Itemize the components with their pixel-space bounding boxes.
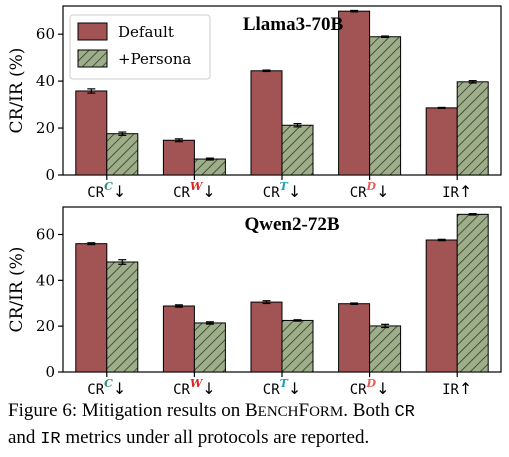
caption-and: and [8,427,41,448]
x-tick-superscript: T [280,180,289,193]
caption-bench-f: F [298,400,310,421]
y-tick-label: 60 [36,226,55,244]
x-tick-superscript: T [280,377,289,390]
x-tick-superscript: W [190,377,204,390]
caption-tail: metrics under all protocols are reported… [60,427,370,448]
figure-caption: Figure 6: Mitigation results on BENCHFOR… [8,398,506,452]
x-tick-base: CR [350,382,367,398]
x-tick-arrow: ↑ [459,379,472,398]
y-axis-label: CR/IR (%) [7,48,27,134]
x-tick-arrow: ↓ [202,379,215,398]
x-tick-label: CRC↓ [87,377,126,398]
x-tick-base: IR [442,382,459,398]
caption-bench-rest2: ORM [309,404,344,420]
bar-persona-4 [369,325,402,373]
x-tick-base: CR [87,185,104,201]
x-tick-label: CRC↓ [87,180,126,201]
x-tick-arrow: ↓ [113,379,126,398]
bar-persona-3 [281,124,314,176]
y-tick-label: 60 [36,25,55,43]
caption-mid: . Both [343,400,395,421]
caption-bench-b: B [244,400,258,421]
bar-persona-5 [456,213,489,373]
bar-default-3 [250,70,283,176]
bar-persona-5 [456,81,489,176]
x-tick-label: CRW↓ [173,377,216,398]
bar-default-5 [425,239,458,373]
legend-label: +Persona [118,50,191,68]
x-tick-arrow: ↓ [376,182,389,201]
x-tick-base: CR [350,185,367,201]
x-tick-base: CR [263,185,280,201]
y-axis-label: CR/IR (%) [7,247,27,333]
x-tick-base: CR [87,382,104,398]
x-tick-label: CRT↓ [263,377,301,398]
legend-label: Default [118,23,174,41]
chart-title: Qwen2-72B [245,214,340,235]
x-tick-label: CRW↓ [173,180,216,201]
legend-swatch-persona [77,49,108,68]
x-tick-label: IR↑ [442,182,472,201]
bar-persona-2 [193,322,226,373]
y-tick-label: 0 [45,166,55,184]
y-tick-label: 40 [36,271,55,289]
bar-default-4 [338,303,371,373]
x-tick-base: CR [263,382,280,398]
y-tick-label: 40 [36,72,55,90]
x-tick-base: CR [173,382,190,398]
bar-persona-2 [193,158,226,176]
x-tick-superscript: C [104,377,113,390]
bar-default-3 [250,301,283,373]
x-tick-arrow: ↓ [288,379,301,398]
x-tick-superscript: D [366,180,377,193]
x-tick-superscript: D [366,377,377,390]
x-tick-superscript: W [190,180,204,193]
bar-persona-4 [369,36,402,176]
bar-default-4 [338,10,371,176]
x-tick-label: CRD↓ [350,377,390,398]
y-tick-label: 20 [36,317,55,335]
y-tick-label: 0 [45,363,55,381]
x-tick-arrow: ↓ [288,182,301,201]
bar-persona-1 [106,133,139,176]
y-tick-label: 20 [36,119,55,137]
x-tick-label: CRT↓ [263,180,301,201]
x-tick-base: IR [442,185,459,201]
caption-ir: IR [40,430,61,449]
x-tick-arrow: ↓ [376,379,389,398]
bar-default-2 [162,305,195,373]
x-tick-arrow: ↓ [113,182,126,201]
x-tick-base: CR [173,185,190,201]
caption-lead: Figure 6: Mitigation results on [8,400,245,421]
x-tick-label: IR↑ [442,379,472,398]
bar-persona-3 [281,319,314,373]
bar-persona-1 [106,261,139,373]
x-tick-superscript: C [104,180,113,193]
caption-bench-rest: ENCH [257,404,299,420]
bar-default-5 [425,107,458,176]
chart-title: Llama3-70B [243,14,344,35]
bar-default-2 [162,139,195,176]
x-tick-arrow: ↑ [459,182,472,201]
legend: Default +Persona [69,14,211,80]
caption-cr: CR [394,403,415,422]
bar-default-1 [75,90,108,176]
x-tick-arrow: ↓ [202,182,215,201]
x-tick-label: CRD↓ [350,180,390,201]
bar-default-1 [75,243,108,373]
legend-swatch-default [77,22,108,41]
